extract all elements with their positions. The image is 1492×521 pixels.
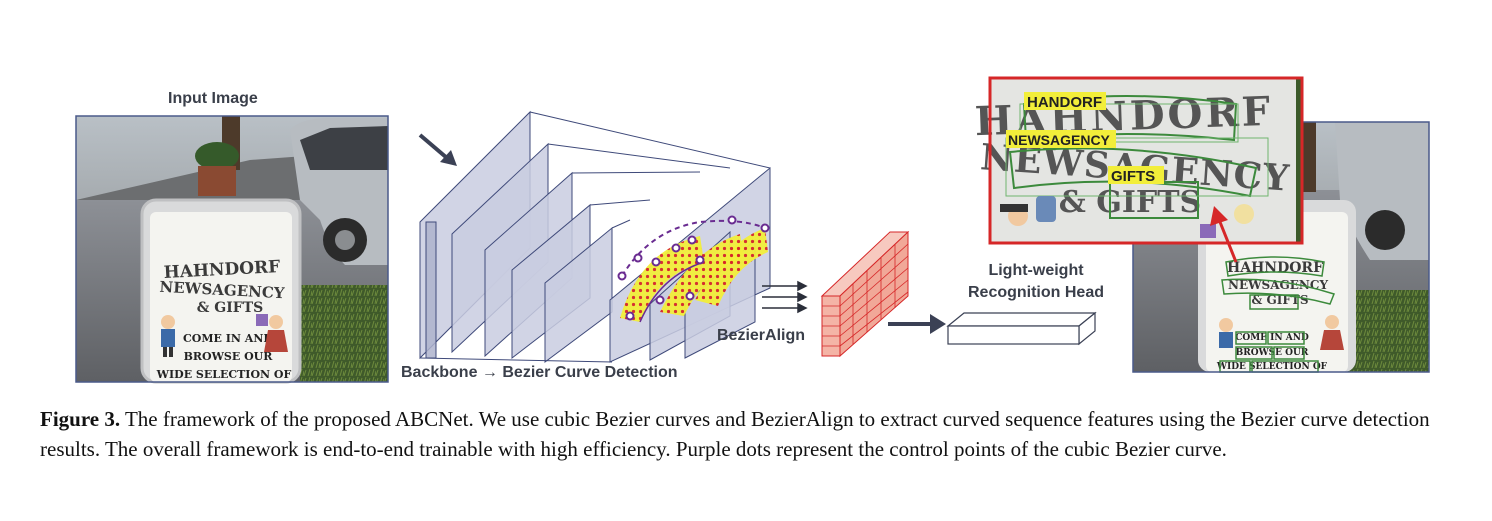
inset-sign-line-3: & GIFTS — [1059, 185, 1201, 220]
recognition-head-label: Light-weight Recognition Head — [941, 260, 1131, 304]
sign-line-3: & GIFTS — [197, 300, 264, 316]
output-sign-line-4: COME IN AND — [1235, 333, 1309, 343]
bezier-align-label: BezierAlign — [717, 327, 806, 344]
framework-diagram: HAHNDORF NEWSAGENCY & GIFTS COME IN AND … — [75, 76, 1430, 384]
backbone-label: Backbone → Bezier Curve Detection — [401, 364, 678, 381]
caption-body: The framework of the proposed ABCNet. We… — [40, 407, 1430, 461]
detected-word-2: NEWSAGENCY — [1008, 132, 1111, 148]
zoom-arrow — [1210, 206, 1238, 263]
sign-line-5: BROWSE OUR — [184, 350, 274, 363]
backbone-arrow — [418, 133, 457, 166]
bezier-curves — [617, 215, 770, 323]
head-arrow — [888, 314, 946, 334]
recognition-head-label-line-2: Recognition Head — [967, 284, 1104, 301]
cartoon-figure-left — [161, 315, 175, 357]
figure-caption: Figure 3. The framework of the proposed … — [40, 404, 1470, 464]
sign-line-4: COME IN AND — [183, 332, 273, 345]
input-image-label: Input Image — [168, 90, 258, 107]
output-sign-line-6: WIDE SELECTION OF — [1216, 362, 1328, 372]
recognition-head-label-line-1: Light-weight — [988, 262, 1084, 279]
cartoon-figure-right — [256, 314, 288, 352]
backbone-connections — [419, 111, 771, 363]
output-sign-line-1: HAHNDORF — [1227, 260, 1323, 276]
feature-arrows — [762, 280, 808, 314]
detected-word-3: GIFTS — [1111, 168, 1155, 185]
output-sign-line-2: NEWSAGENCY — [1228, 278, 1328, 292]
bezier-align-features — [820, 230, 910, 358]
sign-line-6: WIDE SELECTION OF — [156, 368, 292, 381]
caption-lead: Figure 3. — [40, 407, 121, 431]
recognition-head-box — [946, 311, 1097, 346]
backbone-planes — [419, 110, 771, 363]
zoom-inset: HAHNDORF NEWSAGENCY & GIFTS HANDORF NEWS… — [974, 76, 1304, 245]
detected-word-1: HANDORF — [1027, 94, 1102, 111]
input-photo: HAHNDORF NEWSAGENCY & GIFTS COME IN AND … — [75, 115, 389, 384]
